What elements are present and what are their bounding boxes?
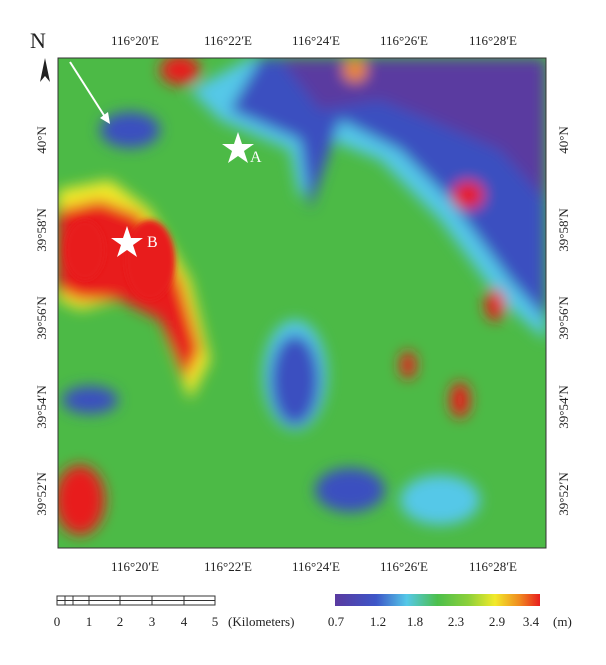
lon-label: 116°22′E	[204, 559, 252, 574]
colorbar	[335, 594, 540, 606]
lon-label: 116°26′E	[380, 33, 428, 48]
lat-label: 39°58′N	[34, 208, 49, 252]
colorbar-label: 3.4	[523, 614, 540, 629]
map-frame	[57, 57, 547, 549]
scale-label: 4	[181, 614, 188, 629]
lon-label: 116°20′E	[111, 559, 159, 574]
marker-label: B	[147, 234, 158, 251]
scale-unit: (Kilometers)	[228, 614, 294, 629]
lat-label: 39°56′N	[34, 296, 49, 340]
scale-bar	[56, 595, 216, 606]
colorbar-label: 2.9	[489, 614, 505, 629]
north-label: N	[30, 28, 46, 53]
lon-label: 116°28′E	[469, 33, 517, 48]
arrow	[69, 61, 108, 121]
scale-label: 1	[86, 614, 93, 629]
lon-label: 116°22′E	[204, 33, 252, 48]
scale-label: 2	[117, 614, 124, 629]
lon-label: 116°28′E	[469, 559, 517, 574]
north-arrow	[40, 58, 50, 82]
lat-label: 39°56′N	[556, 296, 571, 340]
lat-label: 40°N	[556, 126, 571, 154]
marker-star	[222, 132, 254, 163]
lon-label: 116°26′E	[380, 559, 428, 574]
colorbar-label: 2.3	[448, 614, 464, 629]
colorbar-label: 1.8	[407, 614, 423, 629]
scale-label: 5	[212, 614, 219, 629]
colorbar-unit: (m)	[553, 614, 572, 629]
lat-label: 40°N	[34, 126, 49, 154]
lat-label: 39°58′N	[556, 208, 571, 252]
marker-label: A	[250, 149, 262, 166]
colorbar-label: 0.7	[328, 614, 345, 629]
lon-label: 116°20′E	[111, 33, 159, 48]
lon-label: 116°24′E	[292, 559, 340, 574]
scale-label: 3	[149, 614, 156, 629]
height-map	[58, 58, 546, 548]
lat-label: 39°54′N	[34, 385, 49, 429]
scale-label: 0	[54, 614, 61, 629]
lat-label: 39°52′N	[34, 472, 49, 516]
lat-label: 39°54′N	[556, 385, 571, 429]
colorbar-label: 1.2	[370, 614, 386, 629]
marker-star	[111, 226, 143, 257]
lat-label: 39°52′N	[556, 472, 571, 516]
lon-label: 116°24′E	[292, 33, 340, 48]
arrow-head	[100, 112, 110, 124]
